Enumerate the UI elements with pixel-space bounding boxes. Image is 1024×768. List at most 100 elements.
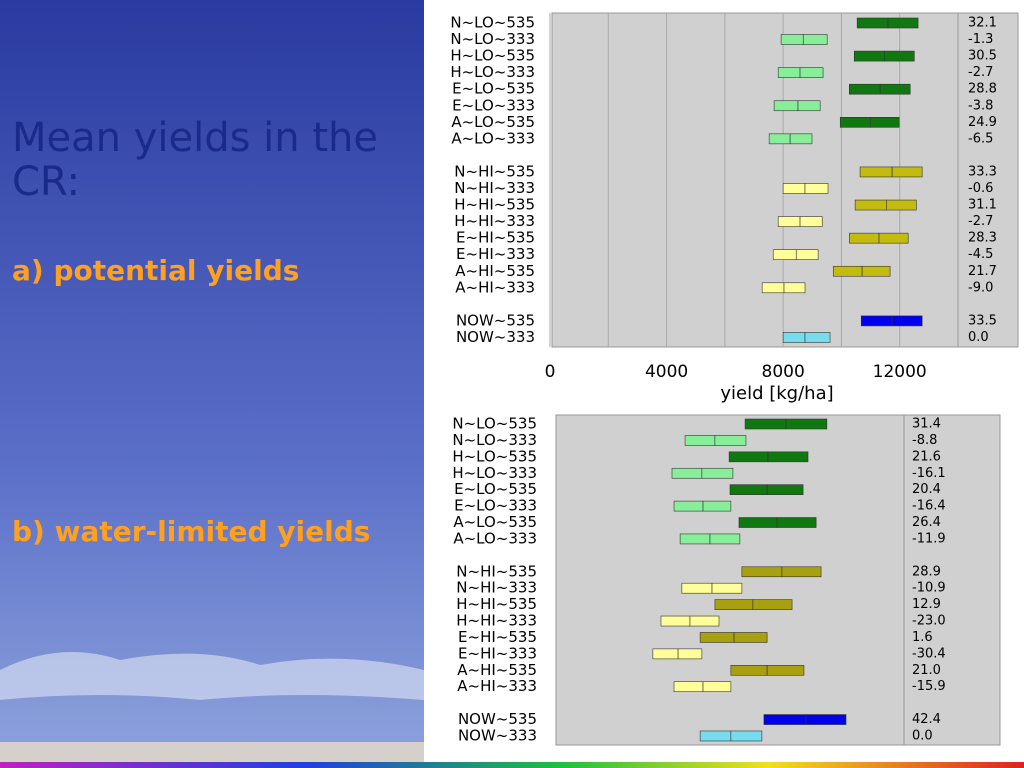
box-lower: [848, 83, 881, 95]
box-upper: [766, 484, 804, 495]
x-tick-label: 0: [545, 362, 556, 382]
category-label: N~LO~333: [452, 431, 537, 449]
box-upper: [886, 199, 917, 211]
box-upper: [797, 100, 821, 112]
box-lower: [777, 67, 801, 78]
category-label: E~LO~333: [454, 497, 537, 515]
category-label: A~LO~333: [451, 129, 535, 147]
x-tick-label: 8000: [762, 362, 805, 382]
box-lower: [832, 265, 863, 277]
value-label: -16.1: [912, 466, 946, 481]
box-lower: [782, 332, 806, 343]
category-label: E~LO~535: [452, 80, 535, 98]
category-label: NOW~333: [456, 328, 535, 346]
box-lower: [730, 664, 768, 676]
box-lower: [684, 435, 716, 446]
box-upper: [861, 265, 891, 277]
x-tick-label: 4000: [645, 362, 688, 382]
category-label: H~LO~535: [452, 447, 537, 465]
box-lower: [652, 648, 679, 660]
value-label: 12.9: [912, 597, 941, 612]
box-upper: [701, 467, 734, 479]
box-upper: [767, 451, 809, 463]
value-label: -9.0: [968, 280, 993, 295]
box-upper: [891, 315, 923, 327]
value-label: 1.6: [912, 630, 933, 645]
box-upper: [802, 34, 828, 45]
category-label: A~HI~535: [455, 262, 535, 280]
category-label: H~LO~333: [450, 63, 535, 81]
section-label: a) potential yields: [12, 254, 299, 287]
category-label: N~HI~333: [454, 179, 535, 197]
box-lower: [699, 632, 735, 643]
value-label: -6.5: [968, 131, 993, 146]
box-upper: [702, 681, 732, 693]
value-label: -15.9: [912, 679, 946, 694]
category-label: N~LO~535: [450, 14, 535, 32]
value-label: -2.7: [968, 214, 993, 229]
category-label: NOW~535: [458, 710, 537, 728]
box-lower: [777, 216, 801, 227]
category-label: E~HI~333: [458, 644, 537, 662]
value-label: 32.1: [968, 16, 997, 31]
category-label: A~LO~535: [453, 513, 537, 531]
box-upper: [783, 282, 806, 294]
category-label: E~HI~535: [458, 628, 537, 646]
value-label: -1.3: [968, 32, 993, 47]
category-label: E~HI~333: [456, 245, 535, 263]
box-lower: [763, 714, 807, 725]
box-lower: [741, 566, 783, 578]
value-label: 33.3: [968, 164, 997, 179]
value-label: 26.4: [912, 515, 941, 530]
box-lower: [714, 599, 754, 610]
background: [0, 0, 424, 768]
category-label: H~HI~333: [456, 612, 537, 630]
value-label: 21.6: [912, 449, 941, 464]
category-label: H~HI~535: [454, 196, 535, 214]
category-label: H~LO~535: [450, 47, 535, 65]
category-label: H~HI~333: [454, 212, 535, 230]
box-lower: [772, 249, 797, 260]
value-label: -3.8: [968, 98, 993, 113]
box-upper: [789, 133, 813, 145]
box-upper: [781, 566, 822, 578]
category-label: E~LO~333: [452, 96, 535, 114]
box-upper: [677, 648, 703, 660]
box-lower: [761, 282, 785, 294]
box-upper: [733, 632, 768, 643]
value-label: -0.6: [968, 181, 993, 196]
box-upper: [795, 249, 819, 260]
value-label: 33.5: [968, 313, 997, 328]
box-lower: [671, 467, 703, 479]
value-label: 28.8: [968, 82, 997, 97]
box-lower: [854, 199, 887, 211]
box-lower: [660, 615, 691, 627]
box-upper: [804, 332, 831, 343]
box-lower: [673, 681, 704, 693]
value-label: -2.7: [968, 65, 993, 80]
box-upper: [887, 17, 919, 29]
x-axis-label: yield [kg/ha]: [720, 383, 833, 404]
category-label: A~HI~535: [457, 661, 537, 679]
x-tick-label: 12000: [873, 362, 927, 382]
category-label: H~LO~333: [452, 464, 537, 482]
category-label: E~LO~535: [454, 480, 537, 498]
value-label: 31.4: [912, 417, 941, 432]
value-label: 21.0: [912, 663, 941, 678]
slide-title: Mean yields in the: [12, 115, 378, 161]
box-lower: [699, 730, 732, 742]
box-upper: [702, 500, 732, 512]
section-label: b) water-limited yields: [12, 515, 370, 548]
category-label: E~HI~535: [456, 229, 535, 247]
value-label: -4.5: [968, 247, 993, 262]
box-upper: [752, 599, 793, 610]
box-upper: [879, 83, 911, 95]
box-upper: [878, 232, 909, 244]
value-label: 21.7: [968, 264, 997, 279]
box-upper: [804, 183, 829, 194]
box-upper: [799, 216, 823, 227]
box-lower: [782, 183, 806, 194]
box-lower: [859, 166, 893, 178]
box-lower: [780, 34, 804, 45]
